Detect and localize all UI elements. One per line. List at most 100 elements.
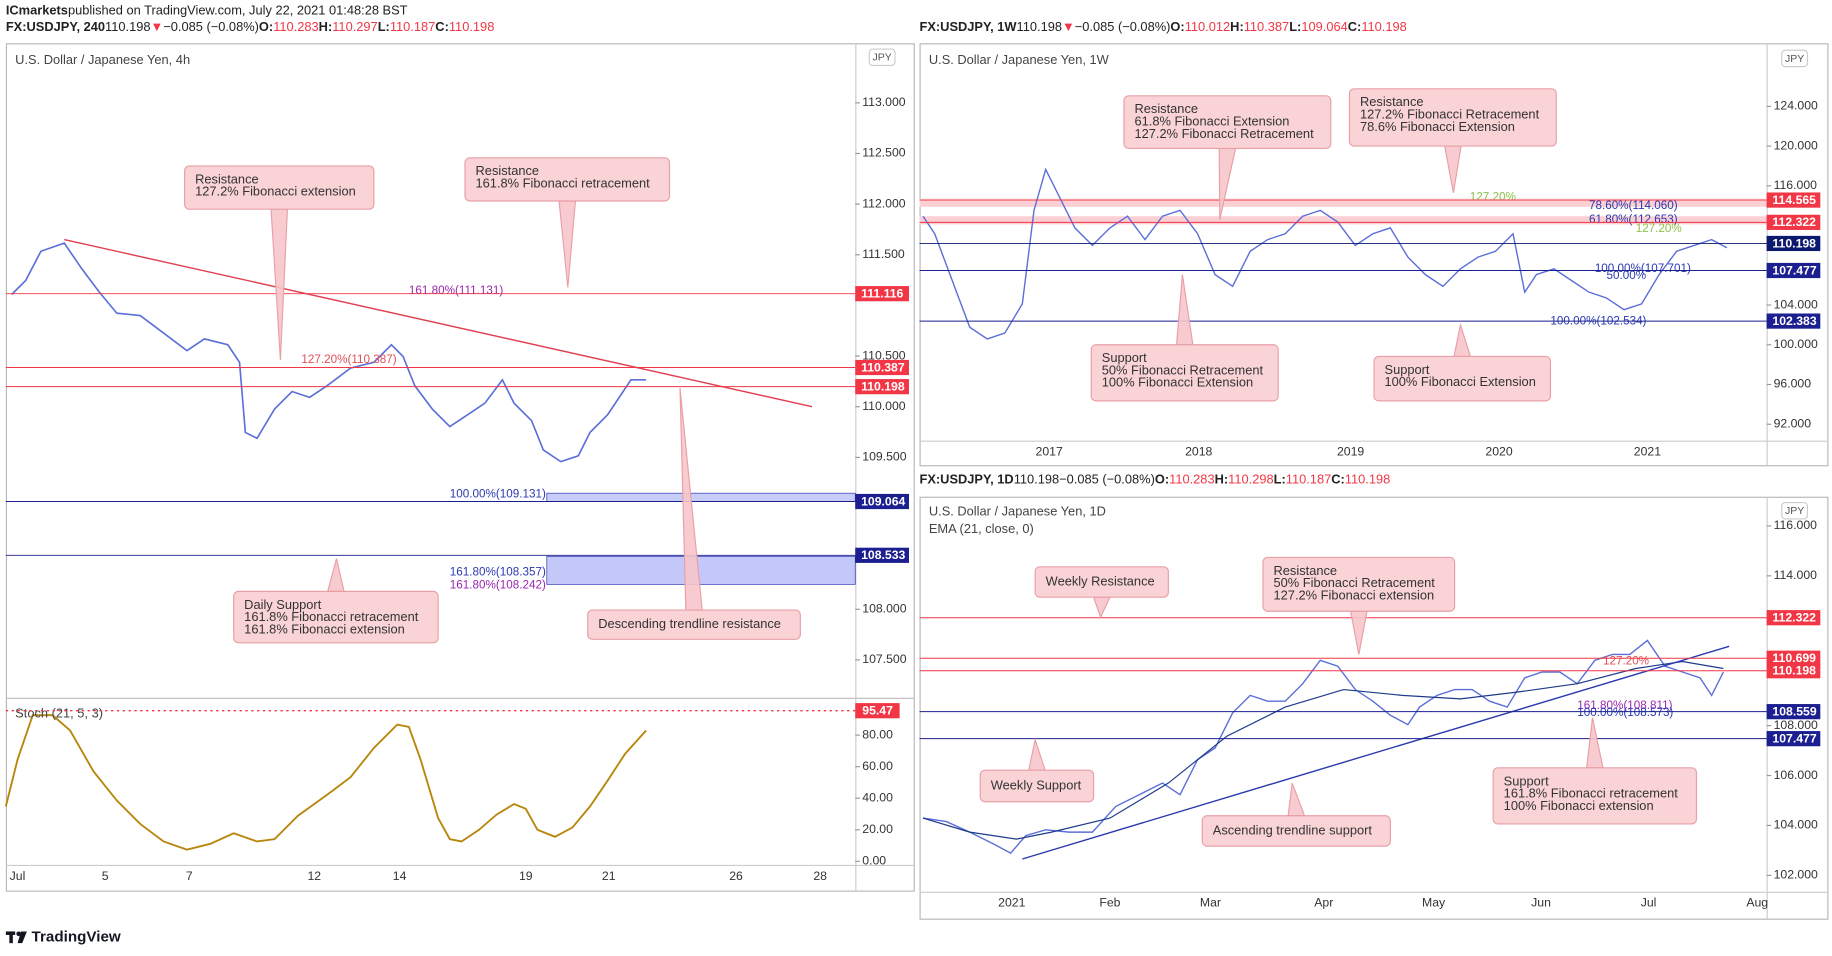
symbol: FX:USDJPY, 1W [920,19,1018,34]
logo-mark [9,931,13,944]
currency-label: JPY [1785,53,1804,65]
price-badge [855,379,909,395]
fib-zone [919,198,1767,207]
price-badge [1766,192,1821,208]
symbol-header: FX:USDJPY, 1D110.198−0.085 (−0.08%)O:110… [920,472,1391,487]
price-tick-label: 106.000 [1774,768,1818,782]
callout-text: Resistance [1134,101,1198,116]
fib-label: 100.00%(108.573) [1577,706,1673,719]
symbol-header: FX:USDJPY, 1W110.198▼−0.085 (−0.08%)O:11… [920,19,1407,34]
price-badge [1766,731,1821,747]
callout-box [1262,556,1456,612]
price-badge [1766,650,1821,666]
price-badge [855,547,909,563]
ohlc-value: 110.187 [390,19,435,34]
callout-text: Resistance [195,171,259,186]
price-badge-label: 95.47 [862,704,893,718]
ohlc-key: L: [1289,19,1301,34]
ohlc-key: C: [1348,19,1362,34]
callout-text: Support [1504,773,1549,788]
indicator-label: Stoch (21, 5, 3) [15,705,103,720]
fib-zone [546,555,856,585]
ohlc-key: H: [1215,472,1229,487]
fib-label: 50.00% [1607,269,1647,282]
price-change: −0.085 (−0.08%) [1075,19,1171,34]
time-tick-label: 5 [102,869,109,883]
price-badge-label: 108.559 [1772,704,1816,718]
currency-box [1781,49,1809,68]
price-badge-label: 110.699 [1772,651,1816,665]
callout-text: 161.8% Fibonacci extension [244,621,405,636]
price-tick-label: 124.000 [1774,99,1818,113]
callout-text: Resistance [476,163,540,178]
time-tick-label: May [1422,896,1446,910]
callout-text: Resistance [1360,94,1424,109]
fib-label: 161.80%(111.131) [409,284,503,297]
last-price: 110.198 [1017,19,1062,34]
ohlc-key: O: [1155,472,1169,487]
time-tick-label: 28 [813,869,827,883]
callout-box [1034,566,1169,598]
ohlc-value: 110.387 [1244,19,1289,34]
callout-text: 127.2% Fibonacci Retracement [1134,126,1314,141]
price-tick-label: 114.000 [1774,568,1818,582]
callout-text: 100% Fibonacci Extension [1102,375,1253,390]
panel-frame [919,496,1829,920]
publish-info: published on TradingView.com, July 22, 2… [68,3,408,18]
price-badge [1766,214,1821,230]
time-tick-label: 12 [307,869,321,883]
price-tick-label: 108.000 [862,602,906,616]
price-change: −0.085 (−0.08%) [1059,472,1155,487]
change-arrow: ▼ [151,19,164,34]
currency-box [1781,501,1809,520]
ohlc-key: O: [1170,19,1184,34]
ohlc-value: 110.187 [1286,472,1331,487]
time-tick-label: 14 [393,869,407,883]
price-tick-label: 109.500 [862,450,906,464]
callout: Weekly Resistance [1034,566,1169,619]
price-tick-label: 113.000 [862,95,906,109]
price-badge-label: 110.387 [861,360,905,374]
time-tick-label: 21 [602,869,616,883]
logo-text: TradingView [32,928,121,945]
callout-text: 127.2% Fibonacci Retracement [1360,107,1540,122]
stoch-tick-label: 0.00 [862,854,886,868]
time-tick-label: Jul [10,869,26,883]
price-badge-label: 112.322 [1772,215,1816,229]
chart-title: U.S. Dollar / Japanese Yen, 4h [15,52,190,67]
ohlc-value: 110.198 [1345,472,1390,487]
price-trace [922,639,1724,855]
ohlc-key: H: [319,19,333,34]
ohlc-value: 110.283 [273,19,318,34]
chart-title: U.S. Dollar / Japanese Yen, 1D [929,503,1106,518]
time-tick-label: 2021 [998,896,1025,910]
callout-text: Support [1102,350,1147,365]
fib-zone [919,216,1767,225]
logo-mark [17,931,27,944]
ohlc-value: 110.298 [1228,472,1273,487]
last-price: 110.198 [1014,472,1059,487]
price-badge [855,493,909,510]
time-tick-label: 2018 [1185,445,1212,459]
price-badge [1766,663,1821,679]
currency-label: JPY [872,52,891,64]
price-badge-label: 102.383 [1772,314,1816,328]
callout-text: 50% Fibonacci Retracement [1274,575,1436,590]
callout-text: Ascending trendline support [1213,822,1373,837]
fib-label: 161.80%(108.811) [1577,699,1672,712]
callout-text: 100% Fibonacci Extension [1385,374,1536,389]
price-badge [855,286,909,302]
price-badge [855,359,909,376]
time-tick-label: Jul [1641,896,1657,910]
stoch-tick-label: 20.00 [862,822,893,836]
trendline [1022,645,1730,860]
time-tick-label: Feb [1099,896,1120,910]
callout-text: Support [1385,362,1430,377]
callout-box [1090,344,1279,402]
